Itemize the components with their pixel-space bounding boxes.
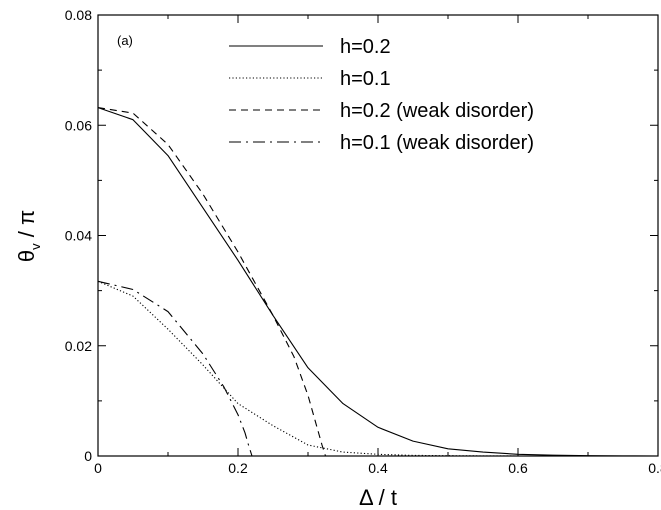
y-axis-label-rest: / π — [14, 210, 39, 244]
legend-label-1: h=0.2 — [340, 36, 391, 58]
x-tick-label: 0 — [94, 460, 102, 476]
legend: h=0.2 h=0.1 h=0.2 (weak disorder) h=0.1 (we… — [229, 36, 534, 154]
axis-labels: Δ / t θv / π (a) — [14, 33, 397, 510]
legend-label-3: h=0.2 (weak disorder) — [340, 100, 534, 122]
legend-label-2: h=0.1 — [340, 68, 391, 90]
x-tick-label: 0.6 — [508, 460, 528, 476]
y-tick-label: 0.06 — [65, 117, 92, 133]
y-tick-label: 0 — [84, 448, 92, 464]
series-line-2 — [97, 280, 658, 457]
panel-label: (a) — [117, 33, 133, 48]
svg-text:θv / π: θv / π — [14, 210, 43, 262]
legend-label-4: h=0.1 (weak disorder) — [340, 132, 534, 154]
series-layer — [97, 107, 659, 457]
y-tick-label: 0.04 — [65, 228, 92, 244]
y-axis-label-subscript: v — [28, 243, 43, 250]
y-tick-label: 0.08 — [65, 7, 92, 23]
y-axis-label-main: θ — [14, 250, 39, 262]
plot-axes: 0 0.2 0.4 0.6 0.8 0 0.02 0.04 0.06 0.08 — [65, 7, 661, 476]
x-tick-label: 0.2 — [228, 460, 248, 476]
y-tick-label: 0.02 — [65, 338, 92, 354]
series-line-3 — [97, 107, 327, 457]
x-tick-label: 0.4 — [368, 460, 388, 476]
x-tick-label: 0.8 — [648, 460, 661, 476]
series-line-1 — [97, 107, 659, 457]
x-axis-label: Δ / t — [359, 485, 397, 510]
series-line-4 — [97, 280, 253, 457]
y-axis-label: θv / π — [14, 210, 43, 262]
